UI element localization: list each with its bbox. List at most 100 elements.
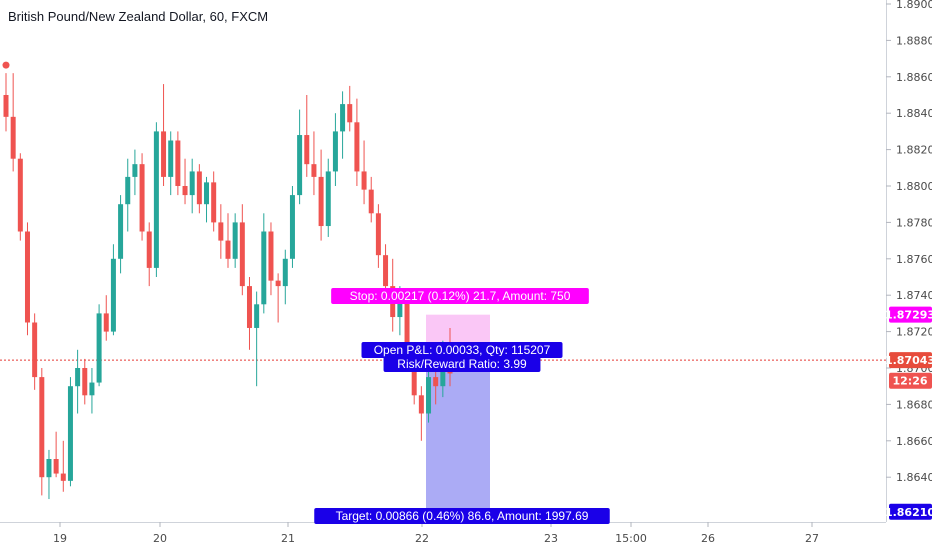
stop-label: Stop: 0.00217 (0.12%) 21.7, Amount: 750 (331, 288, 589, 304)
price-axis-tick-label: 1.86600 (896, 435, 932, 448)
price-axis-tick-label: 1.88200 (896, 144, 932, 157)
candle-body (304, 135, 310, 165)
candle-body (368, 189, 374, 214)
candle-body (218, 222, 224, 241)
chart-title: British Pound/New Zealand Dollar, 60, FX… (8, 9, 269, 24)
candle-body (118, 204, 124, 259)
price-tag-bg (889, 372, 932, 389)
price-tag: 1.87043 (885, 352, 932, 369)
time-axis-tick-label: 23 (544, 532, 558, 545)
time-axis-tick-label: 22 (415, 532, 429, 545)
candle-body (10, 116, 16, 159)
candle-body (46, 459, 52, 478)
candle-body (246, 286, 252, 328)
candle-body (67, 386, 73, 481)
candle-body (239, 222, 245, 287)
candle-body (325, 171, 331, 227)
candle-body (175, 140, 181, 186)
candle-body (125, 176, 131, 205)
price-tag: 1.87293 (885, 306, 932, 323)
open-pl-label-bg (361, 342, 563, 358)
candle-body (340, 104, 346, 132)
price-tag: 12:26 (889, 372, 932, 389)
candle-body (261, 231, 267, 305)
candle-body (96, 313, 102, 383)
candle-body (232, 222, 238, 259)
price-axis-tick-label: 1.88600 (896, 71, 932, 84)
price-axis-tick-label: 1.88800 (896, 34, 932, 47)
candle-body (182, 186, 188, 196)
price-axis-tick-label: 1.87200 (896, 326, 932, 339)
position-annotations: Stop: 0.00217 (0.12%) 21.7, Amount: 750 O… (314, 288, 610, 524)
candle-body (3, 95, 9, 117)
candle-body (32, 322, 38, 378)
candle-body (418, 395, 424, 414)
candle-body (168, 140, 174, 177)
price-axis-tick-label: 1.87400 (896, 289, 932, 302)
time-axis-tick-label: 27 (805, 532, 819, 545)
candle-body (82, 368, 88, 396)
candle-body (196, 171, 202, 205)
candle-body (161, 131, 167, 177)
candle-body (297, 135, 303, 196)
candle-body (375, 213, 381, 256)
candle-body (39, 377, 45, 478)
candle-body (75, 368, 81, 387)
candle-body (189, 171, 195, 196)
price-axis-tick-label: 1.88000 (896, 180, 932, 193)
candle-body (153, 131, 159, 268)
candle-body (404, 298, 410, 359)
time-axis-tick-label: 20 (153, 532, 167, 545)
candle-body (204, 182, 210, 205)
time-axis-tick-label: 15:00 (615, 532, 647, 545)
price-tag-text: 1.87043 (885, 354, 932, 367)
time-axis[interactable]: 19 20 21 22 23 15:00 26 27 (53, 522, 819, 545)
candle-body (268, 231, 274, 281)
time-axis-tick-label: 19 (53, 532, 67, 545)
time-axis-tick-label: 21 (281, 532, 295, 545)
risk-reward-label-text: Risk/Reward Ratio: 3.99 (397, 357, 527, 371)
candle-body (289, 195, 295, 259)
candle-body (132, 164, 138, 177)
candle-body (53, 459, 59, 474)
candle-body (89, 382, 95, 396)
high-marker-dot (2, 61, 10, 69)
price-axis[interactable]: 1.89000 1.88800 1.88600 1.88400 1.88200 1.880… (886, 0, 932, 484)
price-axis-tick-label: 1.86800 (896, 398, 932, 411)
candle-body (332, 131, 338, 172)
price-tag-bg (889, 503, 932, 520)
candle-body (225, 240, 231, 259)
price-tag-text: 1.86210 (885, 506, 932, 519)
price-axis-tick-label: 1.87600 (896, 253, 932, 266)
stop-label-text: Stop: 0.00217 (0.12%) 21.7, Amount: 750 (350, 289, 571, 303)
price-tag-bg (889, 306, 932, 323)
open-pl-label-text: Open P&L: 0.00033, Qty: 115207 (374, 343, 551, 357)
price-tag-bg (889, 352, 932, 369)
price-tags: 1.87293 1.87043 12:26 1.86210 (885, 306, 932, 520)
candle-body (311, 164, 317, 177)
candle-body (60, 473, 66, 481)
candlestick-series (3, 73, 453, 500)
candle-body (17, 158, 23, 232)
candle-body (361, 171, 367, 190)
candle-body (397, 298, 403, 318)
target-label-text: Target: 0.00866 (0.46%) 86.6, Amount: 19… (336, 509, 589, 523)
candle-body (211, 182, 217, 223)
candle-body (254, 304, 260, 328)
target-label-bg (314, 508, 610, 524)
candle-body (110, 258, 116, 332)
candle-body (282, 258, 288, 287)
candle-body (433, 377, 439, 387)
candle-body (383, 255, 389, 287)
risk-reward-label-bg (383, 356, 541, 372)
candle-body (139, 164, 145, 232)
candle-body (103, 313, 109, 332)
candle-body (318, 176, 324, 227)
time-axis-tick-label: 26 (701, 532, 715, 545)
target-label: Target: 0.00866 (0.46%) 86.6, Amount: 19… (314, 508, 610, 524)
price-tag-text: 1.87293 (885, 309, 932, 322)
price-axis-tick-label: 1.89000 (896, 0, 932, 11)
price-axis-tick-label: 1.86400 (896, 471, 932, 484)
price-tag: 1.86210 (885, 503, 932, 520)
